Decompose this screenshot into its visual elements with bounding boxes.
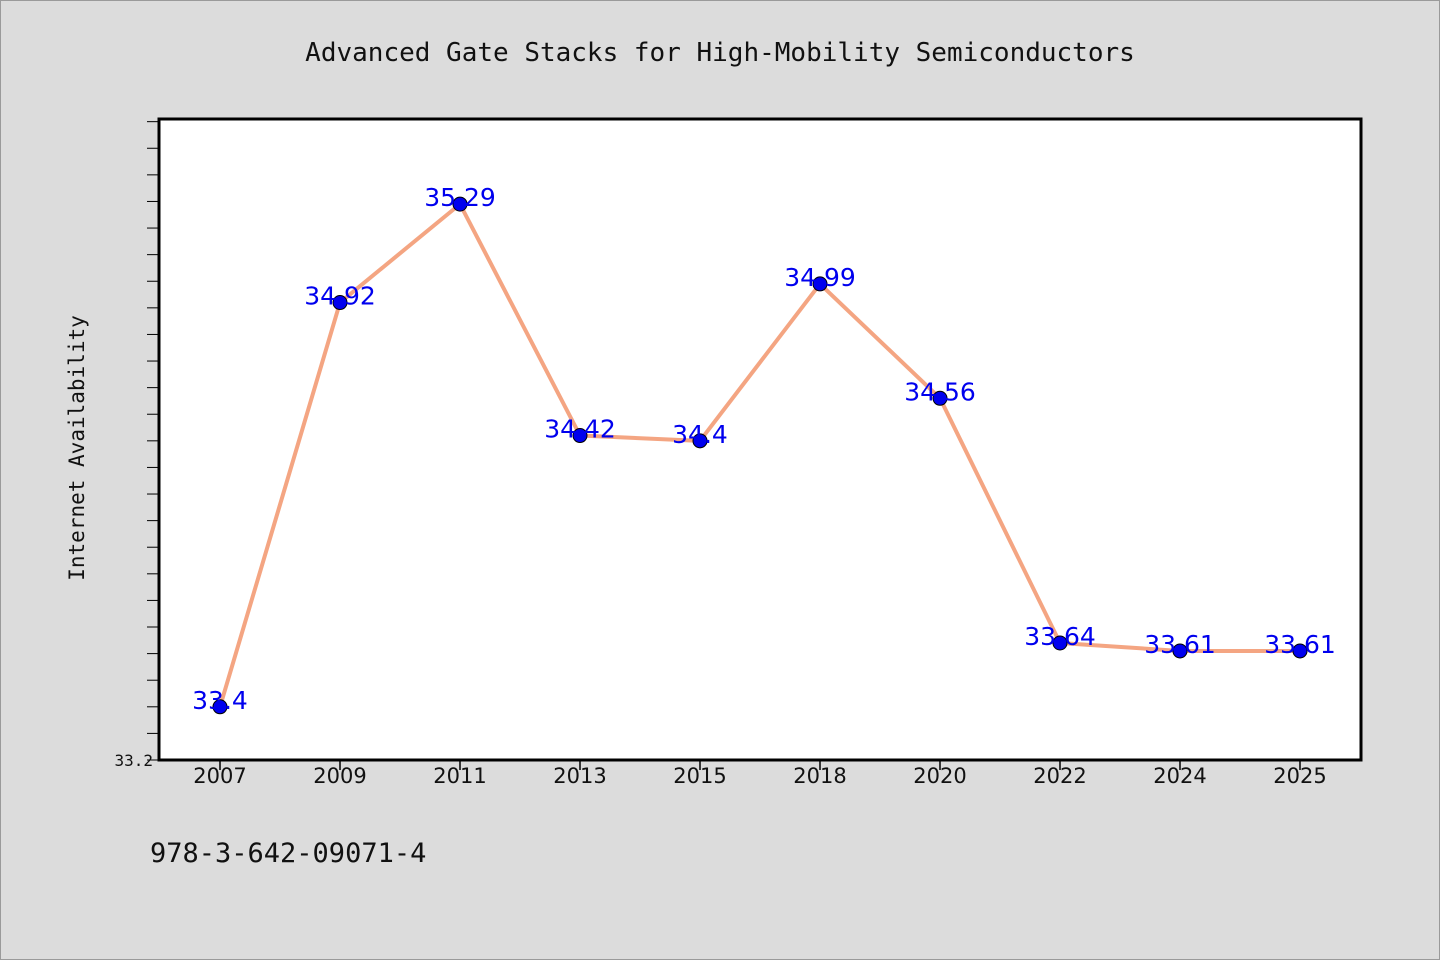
y-axis-ticks: 33.2 [114,121,159,770]
y-tick-label: 33.2 [114,751,153,770]
x-axis-ticks: 2007 2009 2011 2013 2015 2018 2020 2022 2024 2025 [193,760,1327,788]
x-tick-label: 2018 [793,764,846,788]
x-tick-label: 2007 [193,764,246,788]
data-label: 34.56 [904,377,976,406]
x-tick-label: 2020 [913,764,966,788]
data-label: 34.4 [672,420,728,449]
data-point [452,196,468,212]
x-tick-label: 2011 [433,764,486,788]
data-label: 34.92 [304,282,376,311]
data-label: 33.64 [1024,622,1096,651]
x-tick-label: 2022 [1033,764,1086,788]
data-label: 33.61 [1144,630,1216,659]
series-layer [212,196,1308,715]
data-point [1052,635,1068,651]
data-point [332,295,348,311]
x-tick-label: 2009 [313,764,366,788]
data-point [1292,643,1308,659]
data-label: 35.29 [424,183,496,212]
data-point [572,428,588,444]
series-line [218,202,1300,708]
x-tick-label: 2013 [553,764,606,788]
chart-title: Advanced Gate Stacks for High-Mobility S… [305,38,1135,68]
data-label: 33.4 [192,686,248,715]
data-point [1172,643,1188,659]
x-tick-label: 2024 [1153,764,1206,788]
data-label: 34.99 [784,263,856,292]
data-point [812,276,828,292]
plot-area [157,117,1363,762]
x-tick-label: 2015 [673,764,726,788]
footer-isbn: 978-3-642-09071-4 [150,838,426,869]
data-label: 33.61 [1264,630,1336,659]
data-labels: 33.4 34.92 35.29 34.42 34.4 34.99 34.56 33.64 33… [192,183,1336,715]
data-label: 34.42 [544,415,616,444]
y-axis-label: Internet Availability [65,315,89,581]
data-point [932,390,948,406]
data-point [692,433,708,449]
data-point [212,699,228,715]
x-tick-label: 2025 [1273,764,1326,788]
